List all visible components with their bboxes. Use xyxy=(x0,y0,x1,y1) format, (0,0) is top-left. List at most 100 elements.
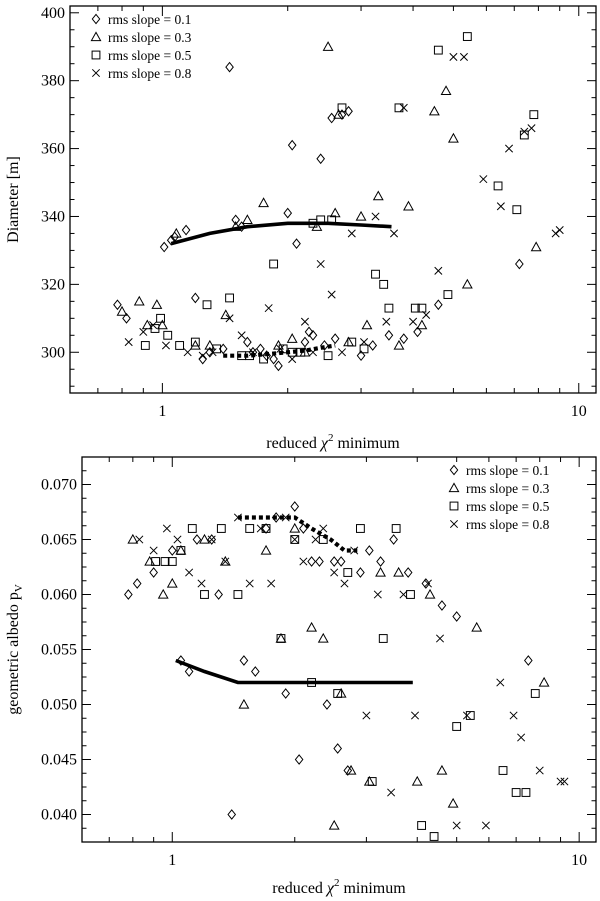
diamond-point xyxy=(167,545,177,556)
cross-point xyxy=(560,777,569,786)
y-tick-label: 0.055 xyxy=(41,642,77,659)
square-point xyxy=(410,303,420,313)
square-point xyxy=(378,634,388,643)
cross-point xyxy=(233,513,242,522)
cross-point xyxy=(556,777,565,786)
diamond-point xyxy=(159,241,169,253)
square-point xyxy=(529,110,539,120)
fit-line-solid xyxy=(175,658,413,685)
y-tick-label: 320 xyxy=(41,276,65,293)
diamond-point xyxy=(376,556,385,567)
diamond-point xyxy=(176,655,186,666)
triangle-point xyxy=(393,339,405,350)
triangle-point xyxy=(393,566,405,577)
cross-point xyxy=(517,733,526,742)
cross-point xyxy=(410,711,420,720)
square-point xyxy=(429,832,439,841)
diamond-point xyxy=(329,556,339,567)
cross-point xyxy=(149,546,158,555)
triangle-point xyxy=(343,336,355,347)
y-tick-label: 400 xyxy=(41,5,65,22)
diamond-point xyxy=(283,207,293,219)
square-point xyxy=(391,524,401,533)
cross-point xyxy=(162,524,171,533)
cross-point xyxy=(264,304,273,313)
square-point xyxy=(245,524,255,533)
plot-frame xyxy=(81,456,597,843)
x-axis-label: reduced χ2 minimum xyxy=(272,877,406,897)
x-tick-label: 10 xyxy=(571,403,587,420)
triangle-point xyxy=(428,105,440,116)
cross-point xyxy=(520,127,529,136)
triangle-point xyxy=(333,109,345,119)
series-square xyxy=(140,32,539,364)
square-point xyxy=(278,344,288,354)
triangle-point xyxy=(436,764,448,775)
diamond-point xyxy=(132,578,142,589)
square-point xyxy=(356,524,365,533)
cross-point xyxy=(399,590,408,599)
cross-point xyxy=(139,327,148,336)
cross-point xyxy=(496,678,505,687)
legend-label: rms slope = 0.5 xyxy=(108,48,192,63)
cross-point xyxy=(434,266,443,275)
square-point xyxy=(512,205,522,215)
cross-point xyxy=(387,788,396,797)
cross-point xyxy=(308,348,318,357)
legend-marker-cross xyxy=(91,68,101,78)
x-tick-label: 1 xyxy=(168,852,176,869)
square-point xyxy=(187,524,197,533)
legend: rms slope = 0.1 rms slope = 0.3 rms slope … xyxy=(90,12,192,81)
square-point xyxy=(269,259,279,269)
y-tick-label: 0.050 xyxy=(41,697,77,714)
triangle-point xyxy=(471,621,483,632)
triangle-point xyxy=(538,676,550,687)
triangle-point xyxy=(116,305,128,316)
diamond-point xyxy=(149,567,158,578)
diamond-point xyxy=(166,234,176,246)
diamond-point xyxy=(421,578,431,589)
cross-point xyxy=(362,711,371,720)
cross-point xyxy=(290,535,299,544)
diamond-point xyxy=(287,139,297,151)
cross-point xyxy=(337,348,347,357)
diameter-panel: 300 320 340 360 380 400 1 10 reduced χ2 minimum D… xyxy=(5,5,597,452)
diamond-point xyxy=(184,666,194,677)
triangle-point xyxy=(286,333,298,343)
triangle-point xyxy=(311,221,323,231)
legend-label: rms slope = 0.1 xyxy=(108,12,191,27)
triangle-point xyxy=(440,85,452,96)
cross-point xyxy=(496,202,505,211)
cross-point xyxy=(327,290,336,299)
legend-label: rms slope = 0.5 xyxy=(466,499,550,514)
diamond-point xyxy=(365,545,374,556)
diamond-point xyxy=(515,258,524,270)
square-point xyxy=(379,279,389,289)
triangle-point xyxy=(133,295,145,306)
series-cross xyxy=(135,513,569,830)
cross-point xyxy=(237,331,246,340)
triangle-point xyxy=(220,309,232,320)
triangle-point xyxy=(317,632,329,643)
triangle-point xyxy=(175,544,187,555)
diamond-point xyxy=(452,611,461,622)
square-point xyxy=(521,788,531,797)
square-point xyxy=(343,568,353,577)
diamond-point xyxy=(308,329,318,341)
x-axis-label: reduced χ2 minimum xyxy=(266,432,400,452)
diamond-point xyxy=(304,326,314,338)
y-tick-label: 300 xyxy=(41,344,65,361)
square-point xyxy=(212,344,222,354)
diamond-point xyxy=(384,329,394,341)
triangle-point xyxy=(238,698,250,709)
diamond-point xyxy=(434,299,443,311)
square-point xyxy=(150,324,160,333)
square-point xyxy=(337,103,347,113)
triangle-point xyxy=(424,588,436,599)
fit-line-dotted xyxy=(237,515,358,553)
square-point xyxy=(167,557,177,566)
triangle-point xyxy=(166,577,178,588)
diamond-point xyxy=(320,340,329,351)
diamond-point xyxy=(343,765,353,776)
diamond-point xyxy=(294,754,304,765)
